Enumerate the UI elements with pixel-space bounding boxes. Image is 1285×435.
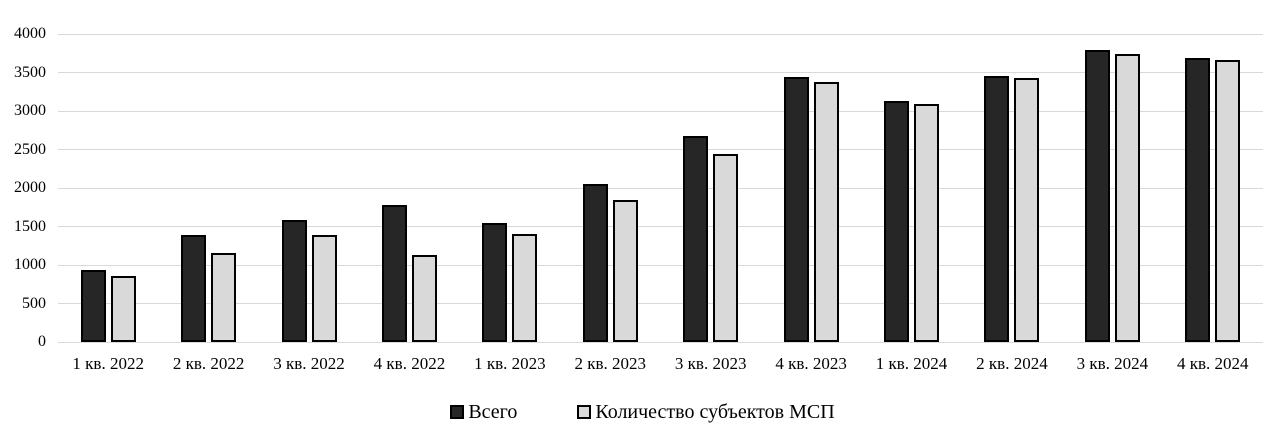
bar-group (259, 34, 359, 342)
gridline (58, 33, 1263, 35)
x-axis-tick-label: 4 кв. 2022 (373, 354, 446, 373)
y-axis-tick-label: 3000 (14, 102, 46, 119)
bar-total (783, 77, 809, 342)
bar-total (80, 269, 106, 342)
gridline (58, 72, 1263, 73)
bar-msp (311, 234, 337, 342)
bar-msp (211, 253, 237, 342)
bar-msp (1014, 77, 1040, 342)
bar-group (761, 34, 861, 342)
bar-group (359, 34, 459, 342)
x-axis-tick-label: 1 кв. 2022 (72, 354, 144, 373)
x-axis-tick-label: 4 кв. 2024 (1177, 354, 1249, 373)
y-axis-tick-label: 0 (38, 333, 46, 350)
bar-msp (612, 200, 638, 342)
bar-total (1084, 50, 1110, 342)
y-axis-tick-label: 4000 (14, 25, 46, 42)
bar-total (181, 234, 207, 342)
bar-total (984, 75, 1010, 342)
gridline (58, 149, 1263, 150)
x-axis-tick-label: 3 кв. 2022 (273, 354, 345, 373)
y-axis-tick-label: 3500 (14, 63, 46, 81)
gridline (58, 341, 1263, 343)
bar-total (582, 184, 608, 342)
plot-area (58, 33, 1263, 343)
x-axis-tick-label: 2 кв. 2024 (976, 354, 1048, 373)
bar-total (683, 136, 709, 342)
bar-group (1163, 34, 1263, 342)
bar-group (861, 34, 961, 342)
bar-total (884, 101, 910, 342)
bar-msp (713, 154, 739, 342)
bar-msp (1114, 54, 1140, 342)
x-axis-tick-label: 2 кв. 2022 (172, 354, 245, 373)
y-axis-tick-label: 500 (22, 294, 46, 312)
bar-msp (813, 81, 839, 342)
bar-group (58, 34, 158, 342)
x-axis-tick-label: 1 кв. 2023 (474, 354, 546, 373)
x-axis-tick-label: 3 кв. 2023 (674, 354, 747, 373)
bar-msp (1215, 60, 1241, 342)
legend-item-total: Всего (450, 400, 517, 424)
gridline (58, 303, 1263, 304)
gridline (58, 110, 1263, 112)
bar-msp (411, 255, 437, 342)
bar-total (1185, 57, 1211, 342)
legend-label-msp: Количество субъектов МСП (595, 401, 835, 423)
bar-total (281, 220, 307, 342)
y-axis-tick-label: 2000 (14, 179, 46, 196)
gridline (58, 226, 1263, 227)
bar-msp (512, 234, 538, 342)
x-axis-tick-label: 1 кв. 2024 (875, 354, 948, 373)
x-axis-tick-label: 4 кв. 2023 (775, 354, 847, 373)
y-axis-tick-label: 1500 (14, 217, 46, 235)
bar-group (1062, 34, 1162, 342)
legend-item-msp: Количество субъектов МСП (577, 400, 835, 424)
bar-group (661, 34, 761, 342)
bar-group (460, 34, 560, 342)
bar-msp (110, 275, 136, 342)
y-axis-tick-label: 1000 (14, 256, 46, 273)
chart-legend: Всего Количество субъектов МСП (0, 400, 1285, 424)
bar-total (482, 223, 508, 342)
bar-group (560, 34, 660, 342)
y-axis-tick-label: 2500 (14, 140, 46, 158)
bar-group (158, 34, 258, 342)
gridline (58, 187, 1263, 189)
bar-total (381, 204, 407, 342)
bar-group (962, 34, 1062, 342)
bar-msp (914, 104, 940, 342)
gridline (58, 264, 1263, 266)
x-axis-tick-label: 2 кв. 2023 (574, 354, 647, 373)
legend-swatch-msp-icon (577, 405, 592, 419)
legend-label-total: Всего (468, 401, 518, 423)
legend-swatch-total-icon (450, 405, 465, 419)
x-axis-tick-label: 3 кв. 2024 (1076, 354, 1149, 373)
